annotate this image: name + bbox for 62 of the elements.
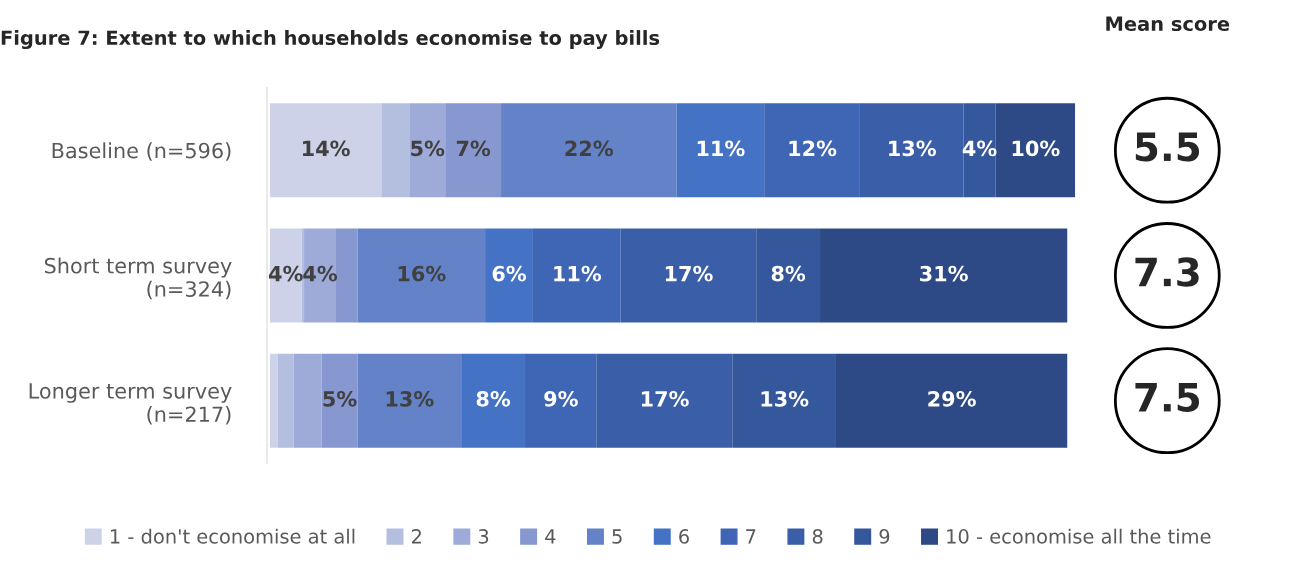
text: Mean score xyxy=(1106,16,1230,32)
bar xyxy=(293,353,322,448)
bar xyxy=(357,353,462,448)
legend-label: 2 xyxy=(411,529,421,544)
bar xyxy=(445,103,502,198)
bar xyxy=(485,228,533,323)
data-label: 17% xyxy=(665,265,713,282)
data-label: 11% xyxy=(554,265,602,282)
data-label: 13% xyxy=(889,140,936,157)
data-label: 8% xyxy=(771,265,806,282)
legend-label: 5 xyxy=(612,529,622,544)
data-label: 4% xyxy=(303,265,338,282)
bar xyxy=(835,353,1068,448)
data-label: 5% xyxy=(411,140,445,157)
data-label: 5% xyxy=(323,390,357,407)
data-label: 12% xyxy=(789,140,837,157)
y-tick-label: Baseline (n=596) xyxy=(52,142,231,161)
bar xyxy=(304,228,336,323)
data-label: 22% xyxy=(565,140,614,157)
bar xyxy=(335,228,358,323)
data-label: 13% xyxy=(761,390,809,407)
data-label: 17% xyxy=(641,390,689,407)
bar xyxy=(409,103,446,198)
data-label: 8% xyxy=(476,390,511,407)
data-label: 10% xyxy=(1012,140,1060,157)
data-label: 29% xyxy=(928,390,976,407)
data-label: 31% xyxy=(920,265,968,282)
bar xyxy=(269,228,302,323)
legend-label: 4 xyxy=(545,529,556,544)
data-label: 7% xyxy=(456,140,491,157)
data-label: 13% xyxy=(386,390,434,407)
chart-title: Figure 7: Extent to which households economise to pay bills xyxy=(1,30,660,50)
text: 5.5 xyxy=(1135,132,1200,162)
bar xyxy=(269,103,382,198)
legend-label: 1 - don't economise at all xyxy=(110,528,355,544)
legend-label: 10 - economise all the time xyxy=(947,528,1211,544)
bar xyxy=(381,103,410,198)
legend-label: 8 xyxy=(812,529,823,544)
text: 7.5 xyxy=(1135,383,1200,412)
data-label: 16% xyxy=(398,265,446,282)
legend-label: 3 xyxy=(478,529,489,544)
data-label: 4% xyxy=(962,140,997,157)
y-tick-label: Longer term survey (n=217) xyxy=(29,383,232,425)
bar xyxy=(277,353,294,448)
bar xyxy=(357,228,486,323)
y-tick-label: Short term survey (n=324) xyxy=(44,257,232,300)
data-label: 11% xyxy=(697,140,745,157)
data-label: 6% xyxy=(492,265,527,282)
legend-label: 7 xyxy=(746,529,756,544)
bar xyxy=(461,353,525,448)
legend-label: 9 xyxy=(879,529,890,544)
bar xyxy=(676,103,765,198)
bar xyxy=(820,228,1068,323)
legend-label: 6 xyxy=(679,529,689,544)
bar xyxy=(321,353,358,448)
text: 7.3 xyxy=(1135,257,1199,287)
bar xyxy=(501,103,677,198)
data-label: 9% xyxy=(544,390,578,407)
data-label: 4% xyxy=(268,265,303,282)
bar xyxy=(995,103,1076,198)
bar xyxy=(269,353,278,448)
data-label: 14% xyxy=(303,140,350,157)
